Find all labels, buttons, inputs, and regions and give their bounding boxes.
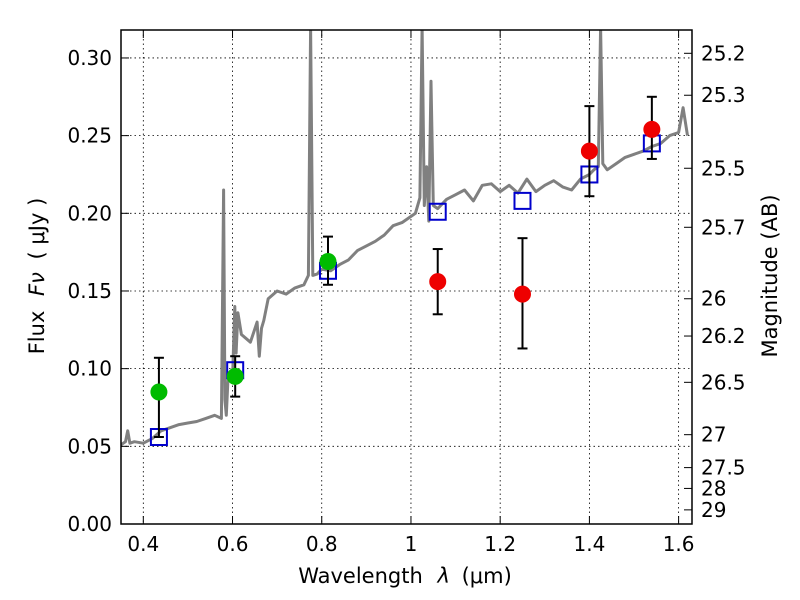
x-axis-label: Wavelength λ (μm): [298, 564, 512, 588]
y-tick-label: 0.25: [67, 124, 112, 148]
y-axis-label: Flux Fν ( μJy ): [25, 198, 49, 355]
x-axis-label-prefix: Wavelength: [298, 564, 423, 588]
x-axis-label-units: (μm): [462, 564, 512, 588]
data-point-marker: [429, 273, 447, 291]
y2-tick-label: 26: [701, 287, 726, 311]
y-tick-label: 0.15: [67, 279, 112, 303]
y-tick-label: 0.10: [67, 357, 112, 381]
y-tick-label: 0.30: [67, 46, 112, 70]
y-axis-label-prefix: Flux: [25, 311, 49, 355]
x-tick-label: 0.6: [217, 532, 249, 556]
y2-tick-label: 25.3: [701, 83, 746, 107]
y-tick-label: 0.05: [67, 434, 112, 458]
y2-tick-label: 25.7: [701, 215, 746, 239]
ticks: 0.4 0.6 0.8 1 1.2 1.4 1.6 0.00 0.05 0.10 0.15 0.20 0…: [67, 30, 746, 556]
y2-tick-label: 28: [701, 476, 726, 500]
y-axis-label-units: ( μJy ): [25, 198, 49, 260]
x-tick-label: 1: [405, 532, 418, 556]
data-point-marker: [643, 120, 661, 138]
y-axis-label-symbol: Fν: [25, 272, 49, 296]
x-tick-label: 0.4: [127, 532, 159, 556]
y2-tick-label: 25.2: [701, 41, 746, 65]
x-tick-label: 1.4: [573, 532, 605, 556]
data-point-marker: [319, 252, 337, 270]
plot-frame: [120, 29, 693, 525]
y2-tick-label: 27.5: [701, 456, 746, 480]
y2-tick-label: 27: [701, 423, 726, 447]
x-axis-label-symbol: λ: [436, 564, 449, 588]
data-point-marker: [150, 383, 168, 401]
data-point-marker: [513, 285, 531, 303]
x-tick-label: 1.6: [663, 532, 695, 556]
x-tick-label: 1.2: [484, 532, 516, 556]
model-square-marker: [513, 191, 532, 210]
data-point-marker: [226, 367, 244, 385]
data-point-marker: [580, 142, 598, 160]
series-layer: [121, 30, 689, 447]
y2-tick-label: 25.5: [701, 156, 746, 180]
y2-axis-label: Magnitude (AB): [758, 194, 782, 357]
x-tick-label: 0.8: [306, 532, 338, 556]
y2-tick-label: 26.5: [701, 370, 746, 394]
y2-tick-label: 29: [701, 498, 726, 522]
model-square-marker: [428, 202, 447, 221]
y-tick-label: 0.00: [67, 512, 112, 536]
y2-tick-label: 26.2: [701, 324, 746, 348]
y-tick-label: 0.20: [67, 201, 112, 225]
